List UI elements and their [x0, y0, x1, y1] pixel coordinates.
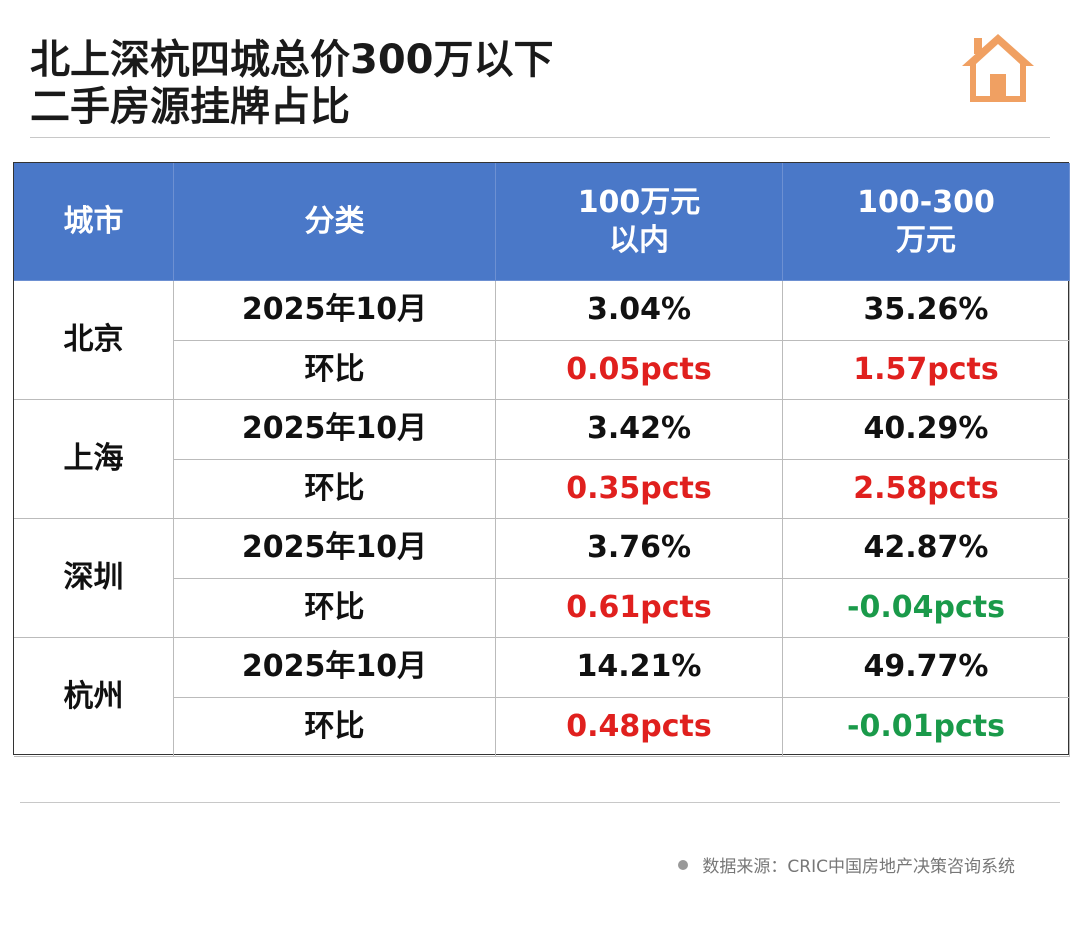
value-cell: 40.29% [783, 400, 1070, 460]
cell-text: 北京 [63, 322, 124, 357]
divider [20, 802, 1060, 803]
cell-text: 2.58pcts [853, 470, 999, 506]
cell-text: 49.77% [863, 649, 989, 685]
value-cell: 0.61pcts [496, 578, 783, 638]
value-cell: 35.26% [783, 281, 1070, 341]
cell-text: 环比 [304, 351, 365, 387]
cell-text: 万元 [896, 222, 956, 258]
cell-text: 分类 [304, 203, 365, 239]
city-cell: 北京 [14, 281, 174, 400]
cell-text: -0.04pcts [847, 589, 1005, 625]
bullet [678, 859, 689, 870]
cell-text: 深圳 [63, 560, 124, 595]
cell-text: 0.35pcts [566, 470, 712, 506]
cell-text: 上海 [63, 441, 124, 476]
value-cell: 14.21% [496, 638, 783, 698]
value-cell: 0.35pcts [496, 459, 783, 519]
source-text: 数据来源：CRIC中国房地产决策咨询系统 [702, 857, 1015, 877]
value-cell: 0.48pcts [496, 697, 783, 757]
label-cell: 2025年10月 [174, 400, 496, 460]
value-cell: -0.01pcts [783, 697, 1070, 757]
cell-text: 3.76% [586, 530, 692, 566]
cell-text: 35.26% [863, 292, 989, 328]
label-cell: 环比 [174, 697, 496, 757]
cell-text: 2025年10月 [241, 649, 428, 685]
divider [30, 137, 1050, 138]
cell-text: 杭州 [63, 679, 124, 714]
city-cell: 上海 [14, 400, 174, 519]
cell-text: 环比 [304, 708, 365, 744]
header-cell: 100万元 以内 [496, 163, 783, 281]
cell-text: 2025年10月 [241, 292, 428, 328]
cell-text: 100-300 [857, 184, 995, 220]
value-cell: 49.77% [783, 638, 1070, 698]
cell-text: 14.21% [576, 649, 702, 685]
cell-text: 环比 [304, 589, 365, 625]
cell-text: 2025年10月 [241, 411, 428, 447]
value-cell: 3.76% [496, 519, 783, 579]
cell-text: 1.57pcts [853, 351, 999, 387]
value-cell: 3.42% [496, 400, 783, 460]
label-cell: 环比 [174, 578, 496, 638]
cell-text: -0.01pcts [847, 708, 1005, 744]
value-cell: 0.05pcts [496, 340, 783, 400]
cell-text: 城市 [63, 203, 124, 239]
cell-text: 以内 [609, 222, 669, 258]
label-cell: 环比 [174, 459, 496, 519]
header-cell: 分类 [174, 163, 496, 281]
label-cell: 2025年10月 [174, 519, 496, 579]
header-cell: 100-300 万元 [783, 163, 1070, 281]
city-cell: 深圳 [14, 519, 174, 638]
cell-text: 0.61pcts [566, 589, 712, 625]
city-cell: 杭州 [14, 638, 174, 757]
value-cell: 3.04% [496, 281, 783, 341]
cell-text: 42.87% [863, 530, 989, 566]
label-cell: 2025年10月 [174, 281, 496, 341]
source: 数据来源：CRIC中国房地产决策咨询系统 [678, 852, 1015, 877]
house-icon [962, 34, 1034, 102]
value-cell: 1.57pcts [783, 340, 1070, 400]
cell-text: 环比 [304, 470, 365, 506]
label-cell: 环比 [174, 340, 496, 400]
value-cell: 42.87% [783, 519, 1070, 579]
cell-text: 2025年10月 [241, 530, 428, 566]
value-cell: 2.58pcts [783, 459, 1070, 519]
cell-text: 100万元 [577, 184, 701, 220]
cell-text: 0.05pcts [566, 351, 712, 387]
cell-text: 3.04% [586, 292, 692, 328]
table: 城市 分类 100万元 以内 100-300 万元 北京 2025年10月 3.04% 35.26… [13, 162, 1070, 757]
cell-text: 0.48pcts [566, 708, 712, 744]
title-line: 北上深杭四城总价300万以下 [30, 37, 554, 83]
value-cell: -0.04pcts [783, 578, 1070, 638]
title-line: 二手房源挂牌占比 [30, 84, 350, 130]
cell-text: 40.29% [863, 411, 989, 447]
header-cell: 城市 [14, 163, 174, 281]
label-cell: 2025年10月 [174, 638, 496, 698]
cell-text: 3.42% [586, 411, 692, 447]
